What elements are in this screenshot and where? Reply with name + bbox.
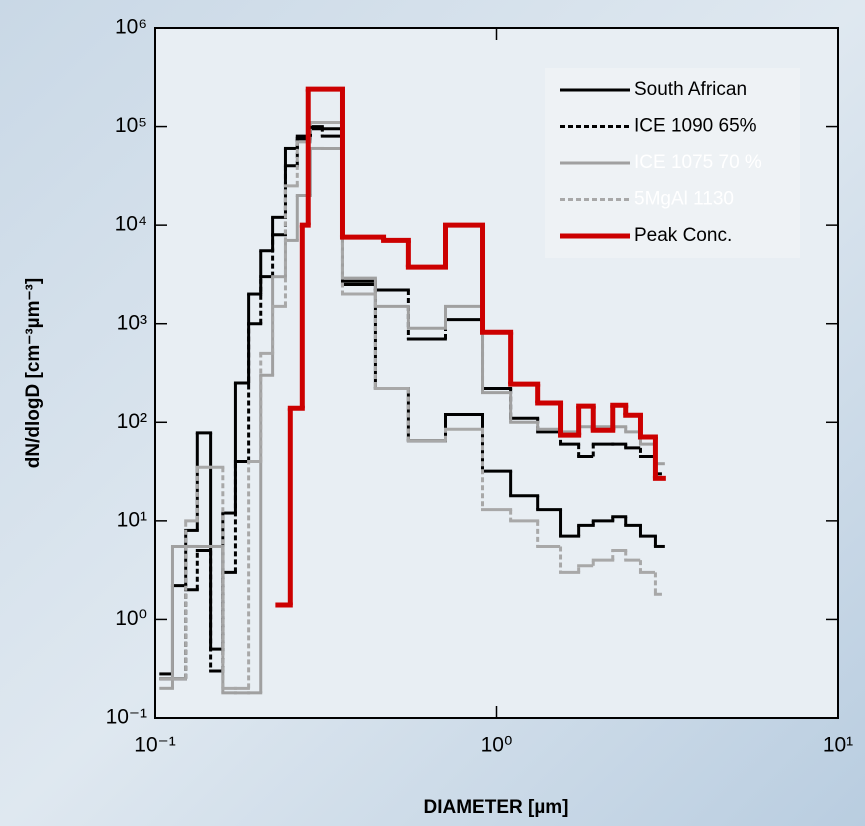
y-tick-label: 10⁻¹ xyxy=(106,706,147,729)
legend-label: ICE 1075 70 % xyxy=(634,152,762,173)
x-axis-label: DIAMETER [µm] xyxy=(424,797,569,818)
legend-label: South African xyxy=(634,79,747,100)
y-axis-label: dN/dlogD [cm⁻³µm⁻³] xyxy=(23,278,44,468)
x-tick-label: 10⁻¹ xyxy=(134,734,175,757)
y-tick-label: 10⁶ xyxy=(115,16,147,39)
x-tick-label: 10⁰ xyxy=(481,734,513,757)
y-tick-label: 10¹ xyxy=(117,508,147,531)
y-tick-label: 10⁴ xyxy=(115,213,147,236)
y-tick-label: 10³ xyxy=(117,311,147,334)
x-tick-label: 10¹ xyxy=(823,734,853,757)
legend-label: 5MgAl 1130 xyxy=(634,189,734,210)
y-tick-label: 10⁵ xyxy=(115,114,147,137)
y-tick-label: 10⁰ xyxy=(115,607,147,630)
legend-label: Peak Conc. xyxy=(634,225,732,246)
y-tick-label: 10² xyxy=(117,410,147,433)
legend-label: ICE 1090 65% xyxy=(634,116,757,137)
